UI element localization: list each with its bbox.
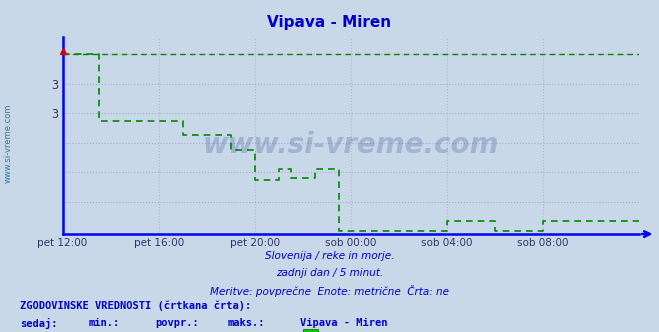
Text: zadnji dan / 5 minut.: zadnji dan / 5 minut. — [276, 268, 383, 278]
Text: Slovenija / reke in morje.: Slovenija / reke in morje. — [265, 251, 394, 261]
Text: povpr.:: povpr.: — [155, 318, 198, 328]
Text: Meritve: povprečne  Enote: metrične  Črta: ne: Meritve: povprečne Enote: metrične Črta:… — [210, 285, 449, 297]
Text: sedaj:: sedaj: — [20, 318, 57, 329]
Text: www.si-vreme.com: www.si-vreme.com — [203, 131, 499, 159]
Text: maks.:: maks.: — [227, 318, 265, 328]
Text: Vipava - Miren: Vipava - Miren — [268, 15, 391, 30]
Text: min.:: min.: — [89, 318, 120, 328]
Text: Vipava - Miren: Vipava - Miren — [300, 318, 387, 328]
Text: ZGODOVINSKE VREDNOSTI (črtkana črta):: ZGODOVINSKE VREDNOSTI (črtkana črta): — [20, 300, 251, 311]
Text: www.si-vreme.com: www.si-vreme.com — [3, 103, 13, 183]
